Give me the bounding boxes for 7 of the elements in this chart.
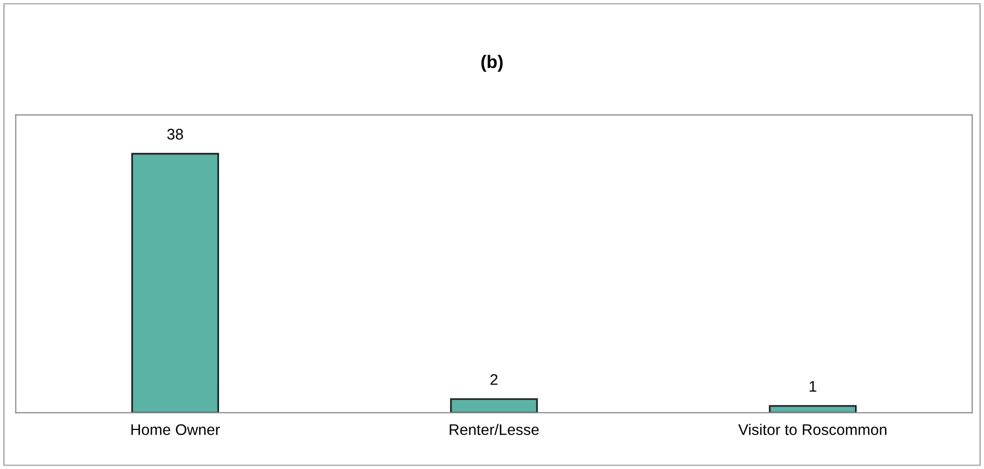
x-tick-label: Home Owner (131, 424, 220, 436)
data-label: 1 (810, 381, 816, 392)
x-tick-label: Visitor to Roscommon (738, 424, 886, 436)
chart-title: (b) (481, 54, 503, 72)
x-tick-label: Renter/Lesse (450, 424, 539, 436)
data-label: 2 (490, 374, 498, 385)
data-label: 38 (167, 128, 183, 140)
